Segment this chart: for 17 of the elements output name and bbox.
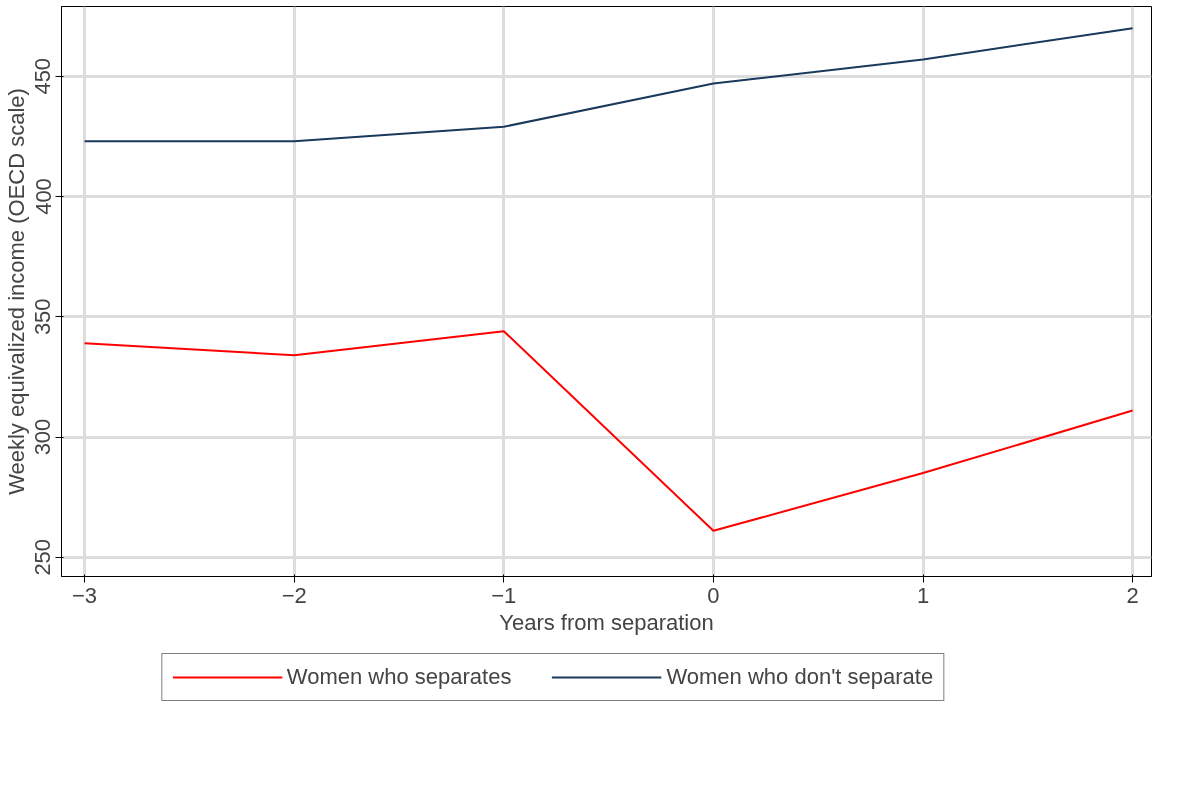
legend-label: Women who don't separate: [666, 664, 934, 690]
y-tick-label: 400: [30, 178, 56, 215]
x-tick-label: −2: [281, 582, 307, 608]
line-series: [83, 27, 1134, 143]
y-tick-label: 300: [30, 418, 56, 456]
legend-label: Women who separates: [286, 664, 512, 690]
y-axis-title: Weekly equivalized income (OECD scale): [3, 88, 29, 495]
y-tick-label: 450: [30, 57, 56, 95]
x-tick-label: −1: [491, 582, 517, 608]
x-axis-title: Years from separation: [499, 609, 714, 635]
x-tick-label: 0: [707, 582, 720, 608]
y-tick-label: 250: [30, 538, 56, 576]
x-tick-label: −3: [72, 582, 98, 608]
line-series: [83, 330, 1134, 532]
y-tick-label: 350: [30, 298, 56, 336]
x-tick-label: 2: [1126, 582, 1139, 608]
x-tick-label: 1: [916, 582, 930, 608]
